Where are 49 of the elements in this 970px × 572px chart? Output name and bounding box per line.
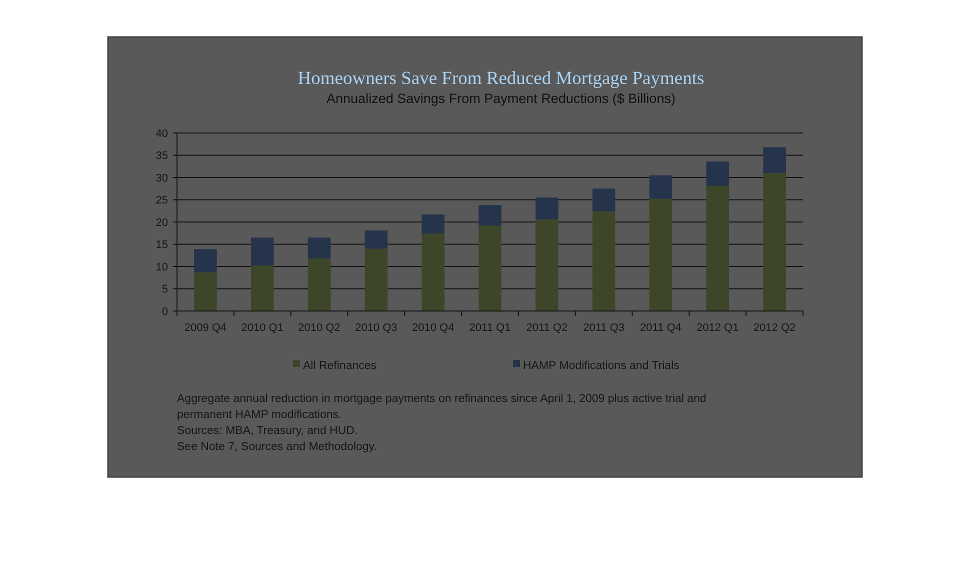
bar xyxy=(364,248,388,311)
bar xyxy=(250,266,274,311)
bar xyxy=(308,258,331,311)
bar xyxy=(308,238,331,258)
bar xyxy=(250,238,274,266)
chart-title: Homeowners Save From Reduced Mortgage Payments xyxy=(298,69,704,89)
y-tick-label: 20 xyxy=(156,216,168,229)
x-tick-label: 2009 Q4 xyxy=(184,322,227,334)
bar xyxy=(706,161,730,186)
bar xyxy=(536,219,558,311)
x-tick-label: 2011 Q3 xyxy=(583,322,625,334)
text: See Note 7, Sources and Methodology. xyxy=(177,441,377,453)
x-tick-label: 2012 Q2 xyxy=(753,322,796,334)
x-tick-label: 2010 Q3 xyxy=(355,322,398,334)
bar xyxy=(422,234,444,311)
y-tick-label: 5 xyxy=(162,284,168,296)
bar xyxy=(649,198,672,311)
text: Aggregate annual reduction in mortgage payments on refinances since April 1, 2009 plus active trial and permanent HAMP modifications. xyxy=(177,393,706,421)
bar xyxy=(536,198,558,220)
legend-label: HAMP Modifications and Trials xyxy=(523,360,680,372)
y-tick-label: 10 xyxy=(156,261,168,274)
x-tick-label: 2010 Q2 xyxy=(298,322,340,334)
source-note: Sources: MBA, Treasury, and HUD. xyxy=(177,425,358,437)
x-tick-label: 2011 Q1 xyxy=(469,322,511,334)
y-tick-label: 30 xyxy=(156,172,168,184)
bar xyxy=(649,175,672,199)
bar xyxy=(478,205,502,226)
x-tick-label: 2011 Q4 xyxy=(640,322,682,334)
x-tick-label: 2011 Q2 xyxy=(526,322,568,334)
bar xyxy=(763,173,786,311)
x-tick-label: 2010 Q4 xyxy=(412,322,454,334)
y-tick-label: 35 xyxy=(156,150,168,162)
legend-label: All Refinances xyxy=(303,360,377,372)
bar xyxy=(706,186,730,311)
bar xyxy=(194,249,217,272)
y-tick-label: 15 xyxy=(156,239,168,252)
x-tick-label: 2012 Q1 xyxy=(696,322,739,334)
chart-subtitle: Annualized Savings From Payment Reductions ($ Billions) xyxy=(326,91,676,106)
y-tick-label: 0 xyxy=(162,306,168,318)
y-tick-label: 25 xyxy=(156,194,168,207)
bar xyxy=(422,214,444,234)
bar xyxy=(364,230,388,249)
y-tick-label: 40 xyxy=(156,128,168,140)
bar xyxy=(478,226,502,311)
bar xyxy=(592,211,616,311)
bar xyxy=(194,272,217,311)
bar xyxy=(592,188,616,212)
bar xyxy=(763,147,786,174)
x-tick-label: 2010 Q1 xyxy=(241,322,284,334)
